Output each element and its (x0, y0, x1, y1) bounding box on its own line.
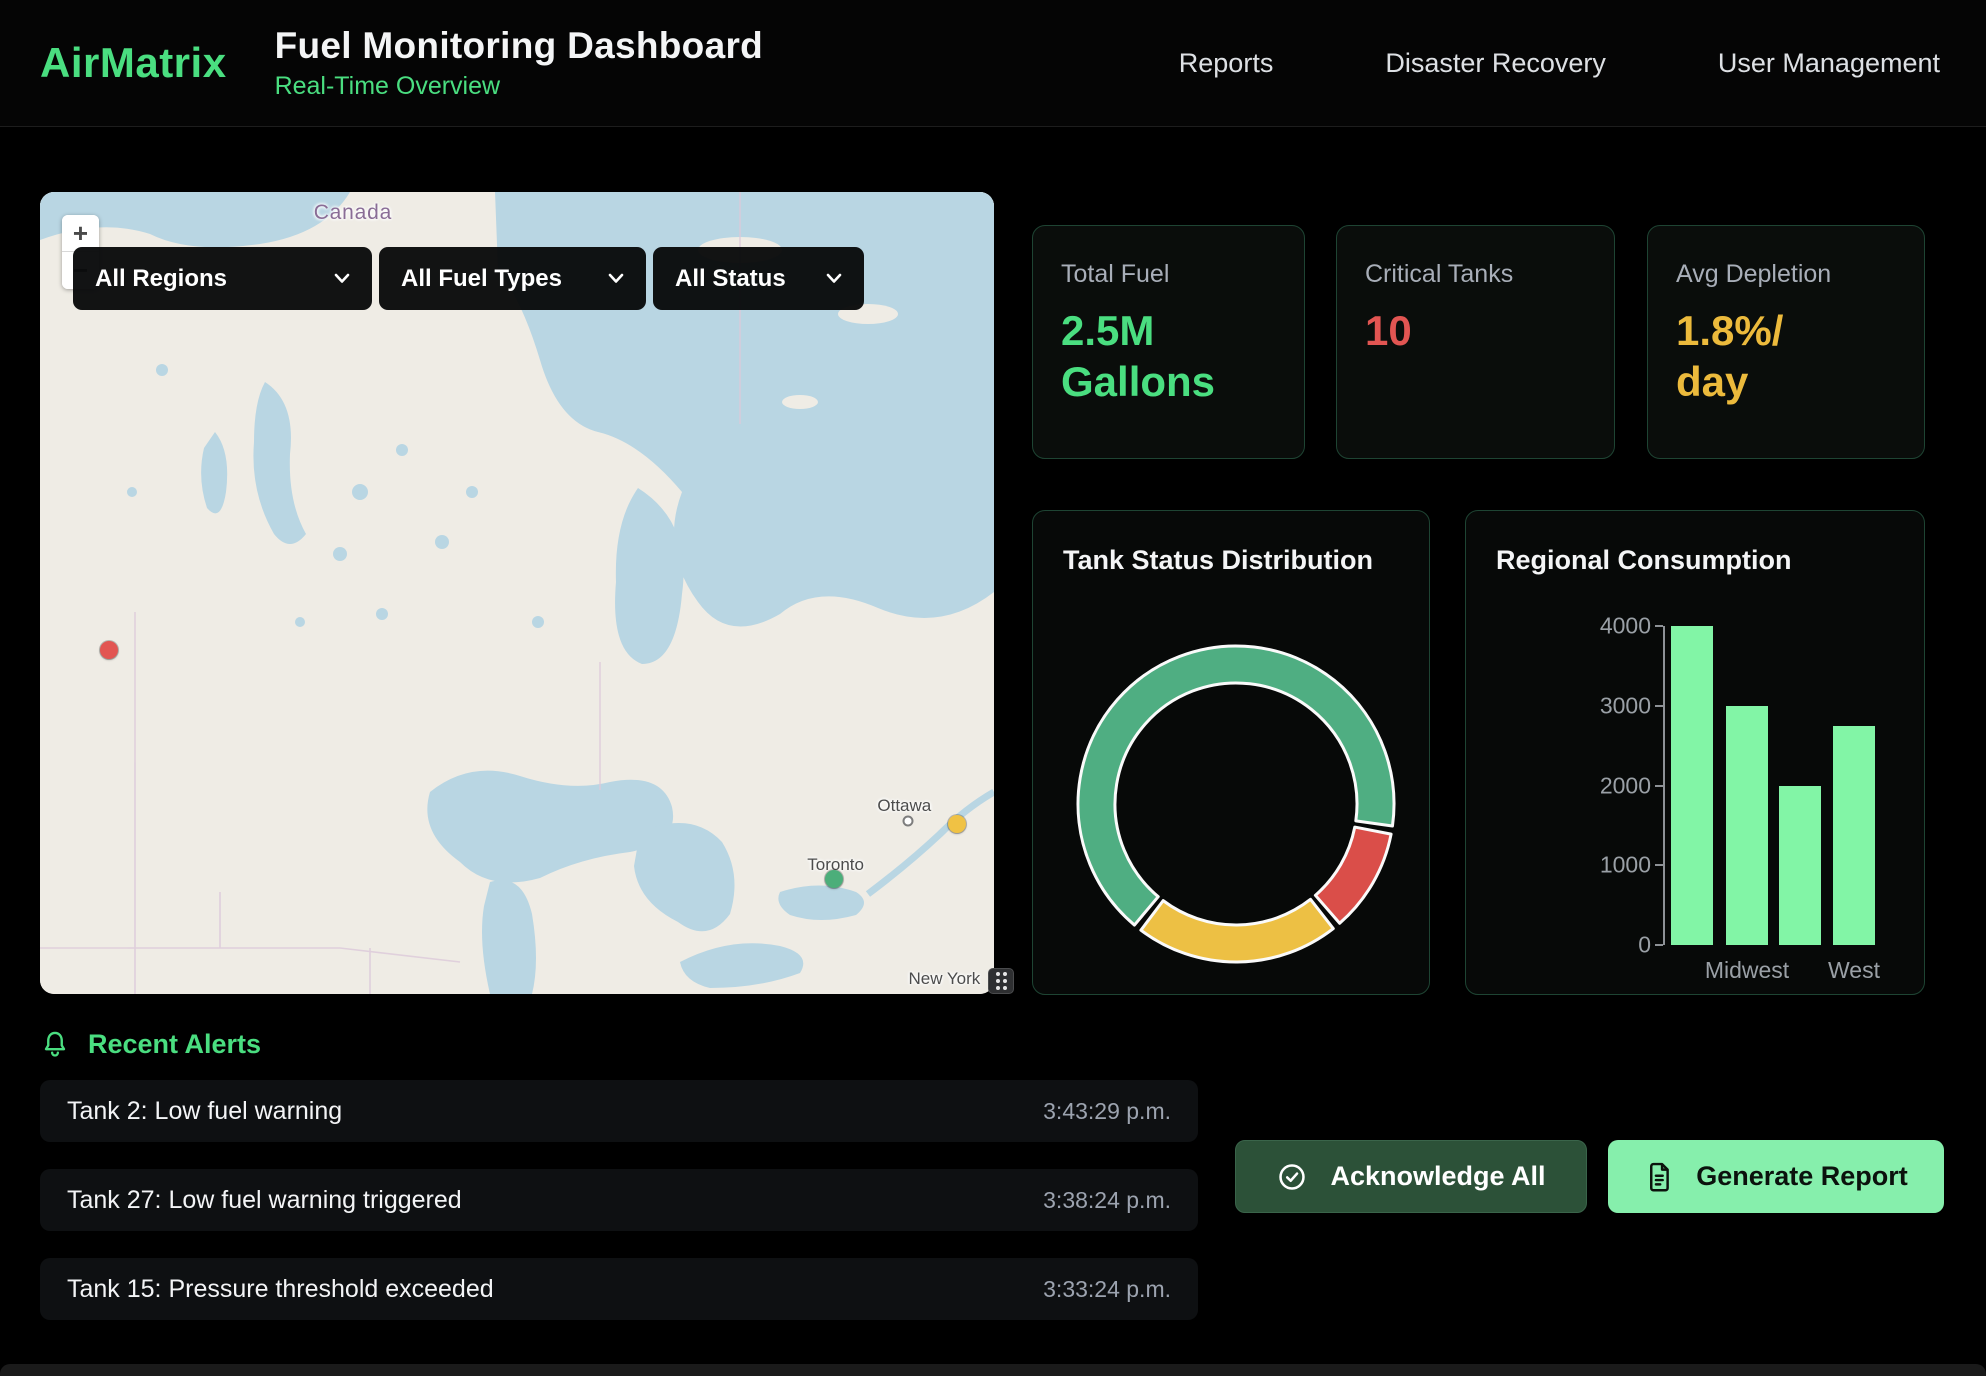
resize-grip-icon[interactable] (988, 968, 1014, 994)
page-subtitle: Real-Time Overview (275, 72, 763, 101)
chevron-down-icon (334, 273, 350, 284)
alert-row[interactable]: Tank 27: Low fuel warning triggered 3:38… (40, 1169, 1198, 1231)
brand-logo[interactable]: AirMatrix (40, 39, 227, 87)
consumption-bar (1779, 786, 1821, 946)
recent-alerts-header: Recent Alerts (40, 1028, 261, 1060)
stat-value-critical-tanks: 10 (1365, 305, 1586, 356)
alert-text: Tank 27: Low fuel warning triggered (67, 1186, 462, 1215)
tank-marker-warning[interactable] (948, 815, 966, 833)
consumption-bar (1833, 726, 1875, 945)
map-basemap (40, 192, 994, 994)
alert-timestamp: 3:38:24 p.m. (1043, 1187, 1171, 1214)
x-tick-label: Midwest (1705, 957, 1789, 984)
nav-item-user-management[interactable]: User Management (1718, 48, 1940, 79)
acknowledge-all-label: Acknowledge All (1330, 1161, 1545, 1192)
bar-chart-y-axis (1663, 626, 1665, 945)
alert-text: Tank 2: Low fuel warning (67, 1097, 342, 1126)
y-tick-mark (1655, 864, 1663, 866)
main-nav: Reports Disaster Recovery User Managemen… (1179, 48, 1940, 79)
alert-timestamp: 3:33:24 p.m. (1043, 1276, 1171, 1303)
tank-status-panel: Tank Status Distribution (1032, 510, 1430, 995)
y-tick-label: 4000 (1581, 613, 1651, 640)
consumption-bar (1671, 626, 1713, 945)
ottawa-town-marker (903, 815, 914, 826)
y-tick-label: 1000 (1581, 852, 1651, 879)
consumption-bar (1726, 706, 1768, 945)
app-header: AirMatrix Fuel Monitoring Dashboard Real… (0, 0, 1986, 127)
y-tick-mark (1655, 944, 1663, 946)
y-tick-label: 0 (1581, 932, 1651, 959)
y-tick-mark (1655, 785, 1663, 787)
tank-status-donut-chart (1071, 639, 1401, 969)
stat-label: Avg Depletion (1676, 260, 1896, 289)
nav-item-disaster-recovery[interactable]: Disaster Recovery (1385, 48, 1606, 79)
stat-card-critical-tanks: Critical Tanks 10 (1336, 225, 1615, 459)
alert-text: Tank 15: Pressure threshold exceeded (67, 1275, 494, 1304)
x-tick-label: West (1828, 957, 1880, 984)
check-circle-icon (1276, 1161, 1308, 1193)
regional-consumption-panel: Regional Consumption 01000200030004000Mi… (1465, 510, 1925, 995)
alert-row[interactable]: Tank 15: Pressure threshold exceeded 3:3… (40, 1258, 1198, 1320)
title-block: Fuel Monitoring Dashboard Real-Time Over… (275, 25, 763, 101)
stat-value-avg-depletion: 1.8%/day (1676, 305, 1896, 407)
stat-card-total-fuel: Total Fuel 2.5MGallons (1032, 225, 1305, 459)
document-icon (1644, 1161, 1674, 1193)
chevron-down-icon (608, 273, 624, 284)
generate-report-label: Generate Report (1696, 1161, 1908, 1192)
bell-icon (40, 1028, 70, 1060)
generate-report-button[interactable]: Generate Report (1608, 1140, 1944, 1213)
region-filter-value: All Regions (95, 265, 227, 293)
nav-item-reports[interactable]: Reports (1179, 48, 1274, 79)
stat-label: Critical Tanks (1365, 260, 1586, 289)
status-filter-value: All Status (675, 265, 786, 293)
y-tick-label: 3000 (1581, 692, 1651, 719)
fuel-type-filter-dropdown[interactable]: All Fuel Types (379, 247, 646, 310)
donut-segment-yellow (1141, 899, 1333, 962)
recent-alerts-title: Recent Alerts (88, 1029, 261, 1060)
alert-row[interactable]: Tank 2: Low fuel warning 3:43:29 p.m. (40, 1080, 1198, 1142)
page-title: Fuel Monitoring Dashboard (275, 25, 763, 67)
map-filter-bar: All Regions All Fuel Types All Status (73, 247, 864, 310)
tank-status-title: Tank Status Distribution (1063, 545, 1373, 576)
stat-card-avg-depletion: Avg Depletion 1.8%/day (1647, 225, 1925, 459)
fuel-type-filter-value: All Fuel Types (401, 265, 562, 293)
stat-label: Total Fuel (1061, 260, 1276, 289)
donut-segment-red (1315, 827, 1391, 923)
alert-timestamp: 3:43:29 p.m. (1043, 1098, 1171, 1125)
y-tick-label: 2000 (1581, 772, 1651, 799)
y-tick-mark (1655, 705, 1663, 707)
tank-marker-critical[interactable] (100, 641, 118, 659)
regional-consumption-bar-chart: 0 1000 2000 3000 4000 Midwest West (1466, 511, 1924, 994)
chevron-down-icon (826, 273, 842, 284)
tank-marker-normal[interactable] (825, 870, 843, 888)
fuel-map[interactable]: + − All Regions All Fuel Types All Statu… (40, 192, 994, 994)
region-filter-dropdown[interactable]: All Regions (73, 247, 372, 310)
status-filter-dropdown[interactable]: All Status (653, 247, 864, 310)
stat-value-total-fuel: 2.5MGallons (1061, 305, 1276, 407)
acknowledge-all-button[interactable]: Acknowledge All (1235, 1140, 1587, 1213)
window-bottom-edge (0, 1364, 1986, 1376)
y-tick-mark (1655, 625, 1663, 627)
